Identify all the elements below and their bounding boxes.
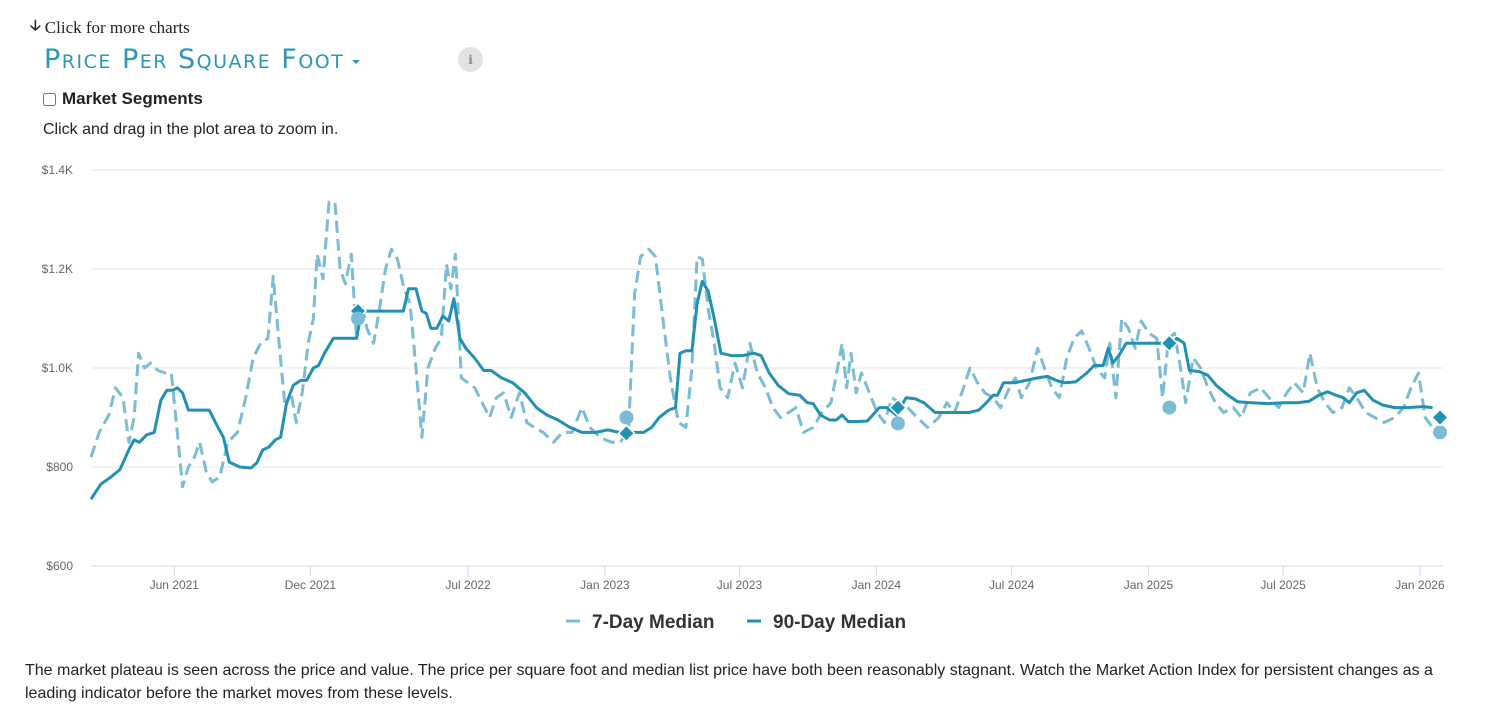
marker-90day	[1160, 334, 1179, 353]
x-tick-label: Jul 2022	[445, 578, 491, 592]
y-axis-labels: $600 $800 $1.0K $1.2K $1.4K	[42, 163, 74, 573]
x-tick-label: Dec 2021	[285, 578, 337, 592]
marker-7day	[619, 410, 634, 425]
marker-7day	[1162, 400, 1177, 415]
marker-90day	[1430, 408, 1450, 427]
legend-7day-label[interactable]: 7-Day Median	[592, 612, 714, 633]
y-tick-label: $1.0K	[42, 361, 73, 375]
price-chart[interactable]: $600 $800 $1.0K $1.2K $1.4K Jun 2021 Dec 2021…	[0, 150, 1498, 650]
market-segments-checkbox[interactable]	[43, 92, 56, 106]
marker-90day	[888, 398, 907, 417]
x-tick-label: Jul 2025	[1260, 578, 1306, 592]
x-tick-label: Jan 2023	[580, 578, 630, 592]
more-charts-label: Click for more charts	[44, 17, 190, 37]
x-tick-label: Jul 2024	[989, 578, 1035, 592]
x-axis: Jun 2021 Dec 2021 Jul 2022 Jan 2023 Jul 2023…	[91, 565, 1445, 592]
info-icon[interactable]: i	[458, 47, 483, 72]
x-tick-label: Jan 2025	[1124, 578, 1174, 592]
arrow-down-icon: 🡣	[30, 18, 41, 34]
chart-title-dropdown[interactable]: Price Per Square Foot	[44, 44, 361, 75]
y-tick-label: $600	[46, 559, 73, 573]
marker-7day	[890, 416, 905, 431]
x-tick-label: Jul 2023	[717, 578, 763, 592]
marker-7day	[350, 311, 365, 326]
legend: 7-Day Median 90-Day Median	[566, 612, 906, 633]
marker-90day	[617, 424, 636, 443]
market-summary-text: The market plateau is seen across the pr…	[25, 662, 1433, 702]
x-tick-label: Jan 2024	[852, 578, 902, 592]
marker-layer	[348, 302, 1450, 443]
y-tick-label: $800	[46, 460, 73, 474]
more-charts-link[interactable]: 🡣 Click for more charts	[30, 15, 190, 40]
legend-90day-label[interactable]: 90-Day Median	[773, 612, 906, 633]
caret-down-icon[interactable]	[352, 59, 361, 64]
x-tick-label: Jan 2026	[1395, 578, 1445, 592]
y-tick-label: $1.4K	[42, 163, 73, 177]
market-segments-label: Market Segments	[62, 89, 203, 108]
series-layer	[89, 200, 1434, 501]
y-tick-label: $1.2K	[42, 262, 73, 276]
grid-lines	[91, 169, 1443, 468]
chart-title[interactable]: Price Per Square Foot	[44, 44, 345, 75]
zoom-hint: Click and drag in the plot area to zoom …	[43, 121, 339, 138]
x-tick-label: Jun 2021	[150, 578, 200, 592]
marker-7day	[1433, 425, 1448, 440]
series-7day-line	[89, 200, 1434, 489]
market-segments-toggle[interactable]: Market Segments	[43, 89, 203, 109]
